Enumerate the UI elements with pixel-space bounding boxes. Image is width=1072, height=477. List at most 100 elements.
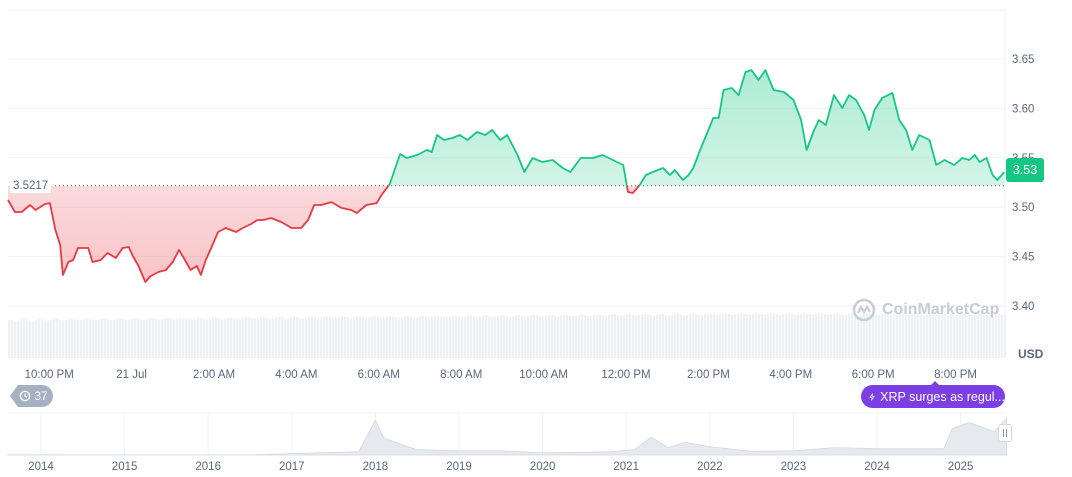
history-events-button[interactable]: 37	[10, 385, 53, 407]
volume-bar	[125, 319, 128, 358]
volume-bar	[824, 314, 827, 358]
volume-bar	[251, 318, 254, 358]
volume-bar	[980, 313, 983, 358]
price-line-up	[387, 69, 1005, 186]
volume-bar	[842, 314, 845, 358]
volume-bar	[368, 317, 371, 358]
volume-bar	[815, 314, 818, 358]
volume-bar	[164, 318, 167, 358]
volume-bar	[707, 313, 710, 358]
volume-bar	[263, 317, 266, 358]
volume-bar	[332, 318, 335, 358]
volume-bar	[266, 318, 269, 358]
volume-bar	[74, 319, 77, 358]
x-tick-label: 6:00 PM	[852, 369, 895, 381]
coinmarketcap-logo-icon	[852, 298, 876, 322]
volume-bar	[50, 319, 53, 358]
navigator-range-handle[interactable]	[998, 424, 1012, 442]
volume-bar	[764, 314, 767, 358]
volume-bar	[863, 313, 866, 358]
volume-bar	[419, 315, 422, 358]
volume-bar	[482, 315, 485, 358]
navigator-history-area	[7, 417, 1008, 456]
volume-bar	[410, 316, 413, 358]
volume-bar	[665, 314, 668, 358]
volume-bar	[356, 316, 359, 358]
volume-bar	[182, 317, 185, 358]
navigator-year-label: 2019	[446, 461, 472, 473]
volume-bar	[1001, 314, 1004, 358]
volume-bar	[221, 318, 224, 358]
volume-bar	[704, 314, 707, 358]
volume-bar	[971, 314, 974, 358]
volume-bar	[515, 315, 518, 358]
volume-bar	[83, 319, 86, 358]
volume-bar	[335, 317, 338, 358]
volume-bar	[539, 316, 542, 358]
volume-bar	[836, 313, 839, 358]
volume-bar	[749, 314, 752, 358]
volume-bar	[695, 314, 698, 358]
volume-bar	[599, 314, 602, 358]
volume-bar	[314, 317, 317, 358]
navigator-year-label: 2018	[363, 461, 389, 473]
volume-bar	[11, 320, 14, 358]
volume-bar	[80, 320, 83, 358]
volume-bar	[800, 313, 803, 358]
volume-bar	[713, 314, 716, 358]
volume-bar	[194, 318, 197, 358]
volume-bar	[434, 316, 437, 358]
volume-bar	[365, 317, 368, 358]
volume-bar	[323, 316, 326, 358]
volume-bar	[41, 319, 44, 358]
volume-bar	[380, 317, 383, 358]
volume-bar	[464, 316, 467, 358]
volume-bar	[656, 314, 659, 358]
volume-bar	[92, 319, 95, 358]
volume-bar	[626, 314, 629, 358]
volume-bar	[605, 315, 608, 358]
volume-bar	[668, 315, 671, 358]
navigator-year-label: 2025	[948, 461, 974, 473]
volume-bar	[974, 314, 977, 358]
volume-bar	[185, 318, 188, 358]
volume-bar	[755, 313, 758, 358]
price-area-down	[8, 185, 640, 282]
volume-bar	[725, 313, 728, 358]
navigator-year-label: 2015	[112, 461, 138, 473]
volume-bar	[812, 314, 815, 358]
volume-bar	[545, 315, 548, 358]
navigator: 2014 2015 2016 2017 2018 2019 2020 2021 2022 2023…	[7, 412, 1008, 473]
volume-bar	[230, 317, 233, 358]
volume-bar	[503, 315, 506, 358]
volume-bar	[377, 316, 380, 358]
volume-bar	[146, 318, 149, 358]
volume-bar	[569, 315, 572, 358]
volume-bar	[662, 314, 665, 358]
volume-bar	[689, 313, 692, 358]
volume-bar	[326, 316, 329, 358]
volume-bar	[854, 313, 857, 358]
volume-bar	[518, 315, 521, 358]
volume-bar	[908, 314, 911, 358]
volume-bar	[398, 317, 401, 358]
volume-bar	[488, 315, 491, 358]
volume-bar	[152, 318, 155, 358]
history-count: 37	[34, 389, 48, 403]
volume-bar	[602, 315, 605, 358]
news-pill-button[interactable]: XRP surges as regul...	[861, 381, 1005, 408]
volume-bar	[161, 319, 164, 358]
volume-bar	[86, 318, 89, 358]
coinmarketcap-watermark: CoinMarketCap	[852, 298, 999, 322]
volume-bar	[506, 316, 509, 358]
x-tick-label: 10:00 PM	[25, 369, 74, 381]
volume-bar	[149, 318, 152, 358]
volume-bar	[587, 315, 590, 358]
history-clock-icon	[20, 390, 31, 402]
volume-bar	[878, 314, 881, 358]
x-axis: 10:00 PM 21 Jul 2:00 AM 4:00 AM 6:00 AM 8:00 …	[25, 369, 977, 381]
volume-bar	[473, 316, 476, 358]
volume-bar	[926, 314, 929, 358]
volume-bar	[236, 318, 239, 358]
